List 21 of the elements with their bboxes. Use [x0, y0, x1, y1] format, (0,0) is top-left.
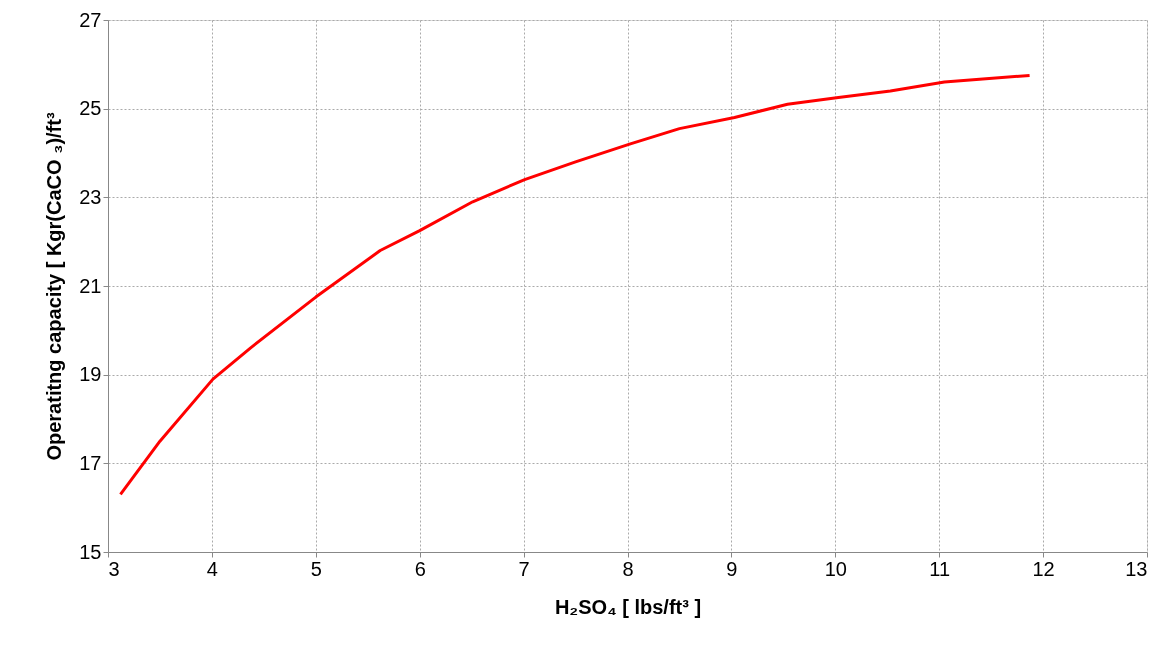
x-tick-label: 6	[414, 557, 426, 580]
y-tick-label: 19	[79, 363, 102, 386]
y-tick-label: 25	[79, 97, 102, 120]
x-tick-label: 10	[824, 557, 847, 580]
y-tick-label: 23	[79, 185, 102, 208]
x-tick-label: 11	[929, 557, 951, 580]
y-tick-label: 17	[79, 451, 102, 474]
x-tick-label: 4	[206, 557, 218, 580]
x-tick-label: 7	[518, 557, 530, 580]
x-tick-label: 9	[726, 557, 738, 580]
x-tick-label: 13	[1125, 557, 1148, 580]
x-tick-label: 12	[1032, 557, 1055, 580]
x-axis-title: H₂SO₄ [ lbs/ft³ ]	[554, 595, 702, 618]
y-tick-label: 15	[79, 540, 102, 563]
y-tick-label: 21	[79, 274, 102, 297]
x-tick-label: 3	[108, 557, 120, 580]
x-tick-label: 5	[310, 557, 322, 580]
y-axis-title: Operatitng capacity [ Kgr(CaCO ₃)/ft³	[43, 112, 66, 461]
line-series	[118, 73, 1032, 496]
x-tick-label: 8	[622, 557, 634, 580]
y-tick-label: 27	[79, 8, 102, 31]
